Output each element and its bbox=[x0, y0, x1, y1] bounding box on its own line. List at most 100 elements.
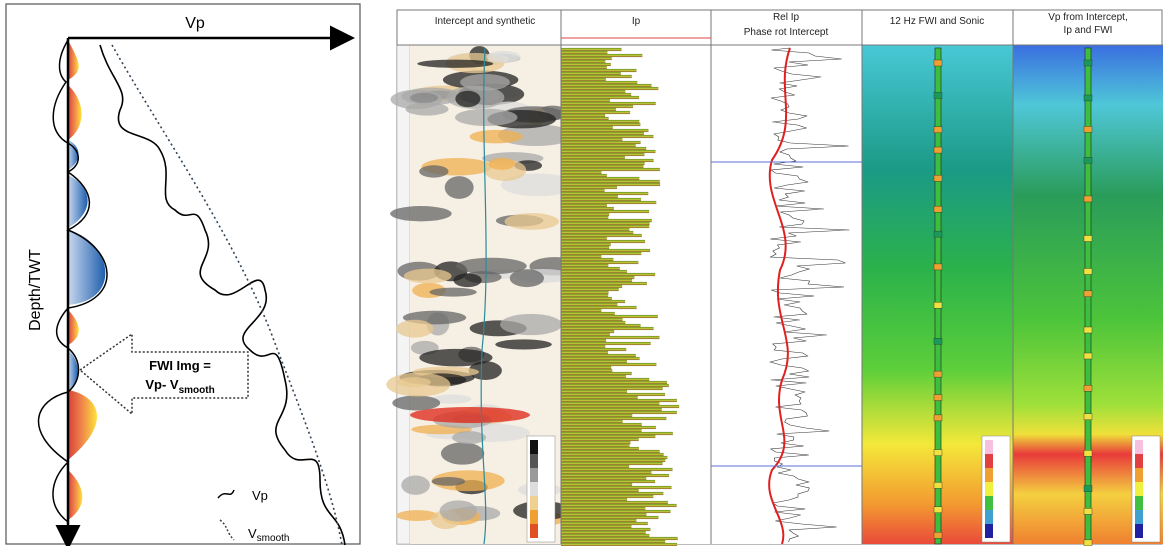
ip-fill bbox=[561, 342, 651, 345]
ip-fill bbox=[561, 405, 679, 408]
colorbar bbox=[530, 496, 538, 510]
ip-fill bbox=[561, 306, 636, 309]
sonic-block bbox=[934, 231, 942, 237]
ip-fill bbox=[561, 426, 656, 429]
ip-fill bbox=[561, 51, 607, 54]
ip-fill bbox=[561, 102, 656, 105]
sonic-block bbox=[934, 482, 942, 488]
ip-fill bbox=[561, 159, 653, 162]
sonic-block bbox=[934, 264, 942, 270]
ip-fill bbox=[561, 87, 658, 90]
seismic-event bbox=[391, 90, 443, 109]
ip-fill bbox=[561, 459, 665, 462]
colorbar bbox=[985, 524, 993, 538]
sonic-block bbox=[1084, 414, 1092, 420]
seismic-event bbox=[419, 165, 448, 177]
ip-fill bbox=[561, 516, 658, 519]
track-title: Ip bbox=[632, 16, 641, 27]
ip-fill bbox=[561, 177, 639, 180]
sonic-block bbox=[934, 302, 942, 308]
ip-fill bbox=[561, 84, 651, 87]
ip-fill bbox=[561, 447, 639, 450]
colorbar bbox=[985, 440, 993, 454]
ip-fill bbox=[561, 60, 605, 63]
ip-fill bbox=[561, 441, 630, 444]
colorbar bbox=[985, 468, 993, 482]
track-title: Intercept and synthetic bbox=[435, 16, 536, 27]
ip-fill bbox=[561, 213, 609, 216]
ip-fill bbox=[561, 240, 645, 243]
ip-fill bbox=[561, 315, 658, 318]
ip-fill bbox=[561, 300, 625, 303]
ip-fill bbox=[561, 111, 630, 114]
sonic-block bbox=[934, 92, 942, 98]
ip-fill bbox=[561, 225, 649, 228]
colorbar bbox=[985, 454, 993, 468]
ip-fill bbox=[561, 303, 617, 306]
sonic-block bbox=[1084, 196, 1092, 202]
ip-fill bbox=[561, 465, 629, 468]
ip-fill bbox=[561, 522, 648, 525]
depth-track bbox=[397, 45, 410, 544]
ip-fill bbox=[561, 243, 611, 246]
sonic-block bbox=[1084, 450, 1092, 456]
ip-fill bbox=[561, 54, 642, 57]
seismic-event bbox=[390, 206, 452, 221]
ip-fill bbox=[561, 99, 610, 102]
ip-fill bbox=[561, 129, 648, 132]
ip-fill bbox=[561, 72, 621, 75]
colorbar bbox=[985, 496, 993, 510]
ip-fill bbox=[561, 540, 665, 543]
x-axis-label: Vp bbox=[185, 15, 205, 32]
ip-fill bbox=[561, 354, 636, 357]
ip-fill bbox=[561, 66, 607, 69]
ip-fill bbox=[561, 216, 608, 219]
ip-fill bbox=[561, 339, 606, 342]
ip-fill bbox=[561, 423, 642, 426]
callout-line1: FWI Img = bbox=[149, 358, 211, 373]
sonic-block bbox=[1084, 540, 1092, 546]
colorbar bbox=[1135, 440, 1143, 454]
left-panel-frame bbox=[6, 4, 360, 544]
ip-fill bbox=[561, 384, 669, 387]
ip-fill bbox=[561, 144, 636, 147]
seismic-event bbox=[417, 60, 493, 68]
ip-fill bbox=[561, 501, 668, 504]
seismic-event bbox=[455, 91, 480, 107]
ip-fill bbox=[561, 285, 622, 288]
ip-fill bbox=[561, 528, 650, 531]
ip-fill bbox=[561, 492, 663, 495]
sonic-log bbox=[935, 48, 941, 544]
ip-fill bbox=[561, 399, 677, 402]
sonic-block bbox=[934, 371, 942, 377]
ip-fill bbox=[561, 510, 670, 513]
sonic-block bbox=[934, 127, 942, 133]
ip-fill bbox=[561, 273, 655, 276]
ip-fill bbox=[561, 117, 608, 120]
sonic-block bbox=[934, 395, 942, 401]
ip-fill bbox=[561, 207, 614, 210]
ip-fill bbox=[561, 81, 637, 84]
ip-fill bbox=[561, 309, 601, 312]
figure: Vp Depth/TWT FWI Img = Vp- Vsmooth Vp Vs… bbox=[0, 0, 1163, 546]
seismic-event bbox=[440, 500, 478, 521]
sonic-block bbox=[1084, 486, 1092, 492]
ip-fill bbox=[561, 222, 649, 225]
seismic-event bbox=[432, 477, 466, 486]
ip-fill bbox=[561, 453, 664, 456]
ip-fill bbox=[561, 498, 627, 501]
ip-fill bbox=[561, 183, 660, 186]
ip-fill bbox=[561, 357, 640, 360]
ip-fill bbox=[561, 429, 641, 432]
ip-fill bbox=[561, 480, 655, 483]
ip-fill bbox=[561, 297, 612, 300]
ip-fill bbox=[561, 126, 613, 129]
sonic-block bbox=[934, 507, 942, 513]
seismic-event bbox=[453, 273, 481, 287]
seismic-event bbox=[396, 320, 433, 338]
ip-fill bbox=[561, 291, 608, 294]
sonic-block bbox=[1084, 60, 1092, 66]
ip-fill bbox=[561, 450, 660, 453]
ip-fill bbox=[561, 75, 632, 78]
seismic-event bbox=[510, 269, 544, 287]
